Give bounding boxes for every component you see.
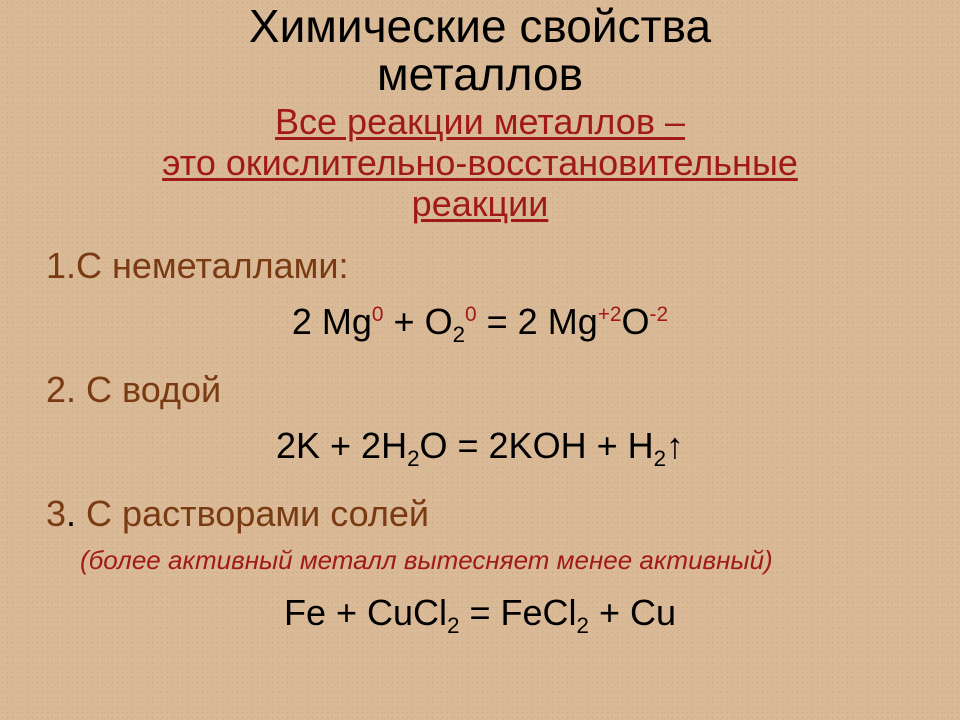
section-3-note-text: (более активный металл вытесняет менее а… — [80, 545, 773, 575]
eq2-sub2: 2 — [654, 446, 666, 471]
eq3-b: = FeCl — [459, 592, 576, 633]
eq3-sub2: 2 — [577, 613, 589, 638]
eq3-sub1: 2 — [447, 613, 459, 638]
subtitle-line-1: Все реакции металлов – — [275, 101, 685, 142]
eq1-sub2: 2 — [453, 322, 465, 347]
section-3-equation: Fe + CuCl2 = FeCl2 + Cu — [40, 592, 920, 634]
eq1-coef1: 2 — [292, 301, 322, 342]
eq2-a: 2K + 2H — [276, 425, 407, 466]
eq1-plus1: + — [384, 301, 425, 342]
section-2-heading-text: 2. С водой — [46, 369, 221, 410]
section-2-heading: 2. С водой — [46, 369, 920, 411]
section-3-rest: С растворами солей — [86, 493, 429, 534]
eq1-sup3: +2 — [598, 303, 622, 326]
eq1-el2: O — [425, 301, 453, 342]
page-title: Химические свойства металлов — [40, 0, 920, 99]
eq1-sup2: 0 — [465, 303, 477, 326]
eq1-eq: = 2 — [477, 301, 548, 342]
section-2-equation: 2K + 2H2O = 2KOH + H2↑ — [40, 425, 920, 467]
section-3-number: 3 — [46, 493, 66, 534]
up-arrow-icon: ↑ — [666, 425, 684, 467]
eq1-el3: Mg — [548, 301, 598, 342]
eq3-c: + Cu — [589, 592, 676, 633]
eq1-el4: O — [622, 301, 650, 342]
section-1-equation: 2 Mg0 + O20 = 2 Mg+2O-2 — [40, 301, 920, 343]
eq1-sup4: -2 — [650, 303, 669, 326]
subtitle-line-3: реакции — [412, 183, 549, 224]
eq2-sub1: 2 — [407, 446, 419, 471]
eq2-b: O = 2KOH + H — [420, 425, 654, 466]
section-3-dot: . — [66, 493, 86, 534]
eq1-sup1: 0 — [372, 303, 384, 326]
section-1-heading-text: 1.С неметаллами: — [46, 245, 349, 286]
title-line-1: Химические свойства — [249, 0, 711, 52]
subtitle-line-2: это окислительно-восстановительные — [162, 142, 798, 183]
eq1-el1: Mg — [322, 301, 372, 342]
title-line-2: металлов — [377, 48, 583, 100]
slide: Химические свойства металлов Все реакции… — [0, 0, 960, 720]
section-3-note: (более активный металл вытесняет менее а… — [80, 545, 920, 576]
eq3-a: Fe + CuCl — [284, 592, 447, 633]
section-3-heading: 3. С растворами солей — [46, 493, 920, 535]
subtitle: Все реакции металлов – это окислительно-… — [40, 101, 920, 225]
section-1-heading: 1.С неметаллами: — [46, 245, 920, 287]
